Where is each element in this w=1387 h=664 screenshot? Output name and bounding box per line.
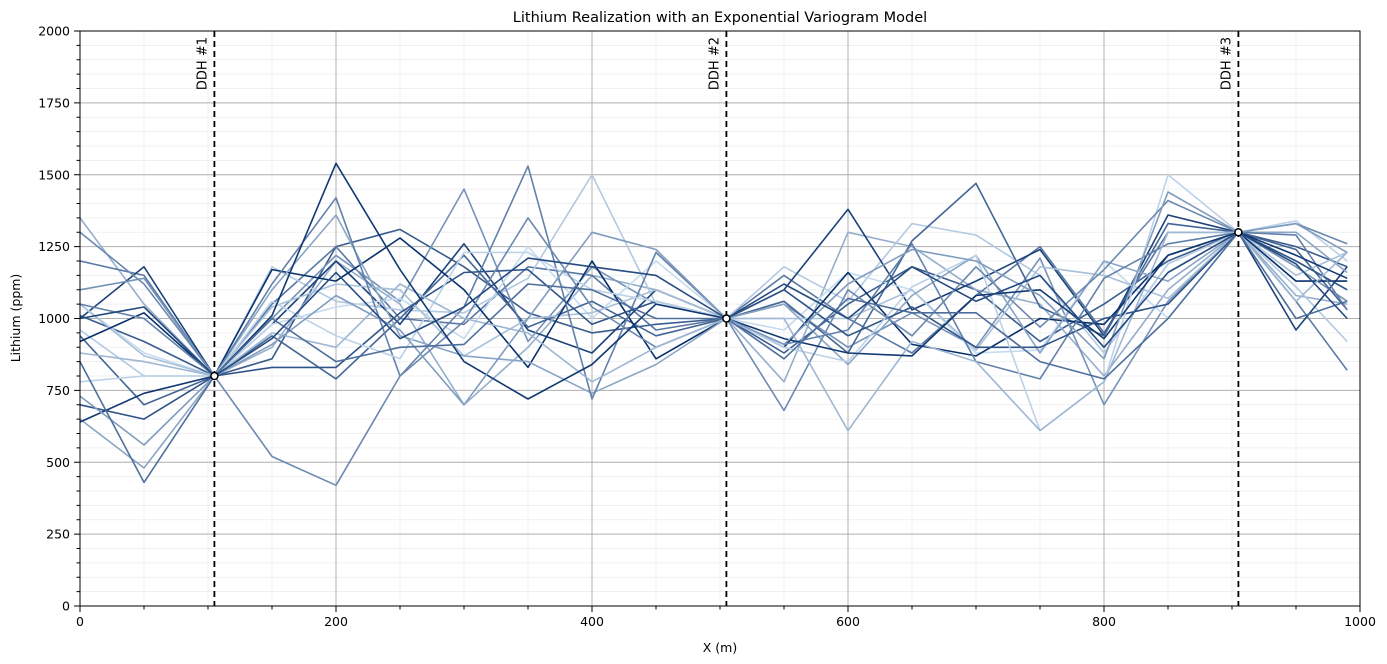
drillhole-label: DDH #1 <box>195 37 210 90</box>
drillhole-layer: DDH #1 DDH #2 DDH #3 <box>195 31 1243 606</box>
y-tick-label: 250 <box>46 527 70 542</box>
y-tick-label: 1500 <box>38 167 70 182</box>
drillhole-sample-marker <box>1234 228 1243 237</box>
x-tick-label: 800 <box>1092 614 1116 629</box>
x-tick-label: 400 <box>580 614 604 629</box>
x-tick-label: 1000 <box>1344 614 1376 629</box>
x-axis-title: X (m) <box>703 640 737 655</box>
y-tick-label: 1000 <box>38 311 70 326</box>
drillhole-label: DDH #3 <box>1219 37 1234 90</box>
y-axis-title: Lithium (ppm) <box>8 274 23 363</box>
y-tick-label: 0 <box>62 599 70 614</box>
x-tick-label: 0 <box>76 614 84 629</box>
y-tick-label: 500 <box>46 455 70 470</box>
y-axis: 0 250 500 750 1000 1250 1500 1750 2000 <box>38 24 80 614</box>
drillhole-label: DDH #2 <box>707 37 722 90</box>
drillhole-sample-marker <box>210 371 219 381</box>
x-tick-label: 600 <box>836 614 860 629</box>
x-axis: 0 200 400 600 800 1000 <box>76 606 1376 629</box>
y-tick-label: 2000 <box>38 24 70 39</box>
y-tick-label: 1250 <box>38 239 70 254</box>
y-tick-label: 1750 <box>38 95 70 110</box>
drillhole-sample-marker <box>722 314 731 323</box>
chart-title: Lithium Realization with an Exponential … <box>513 10 927 26</box>
y-tick-label: 750 <box>46 383 70 398</box>
x-tick-label: 200 <box>324 614 348 629</box>
